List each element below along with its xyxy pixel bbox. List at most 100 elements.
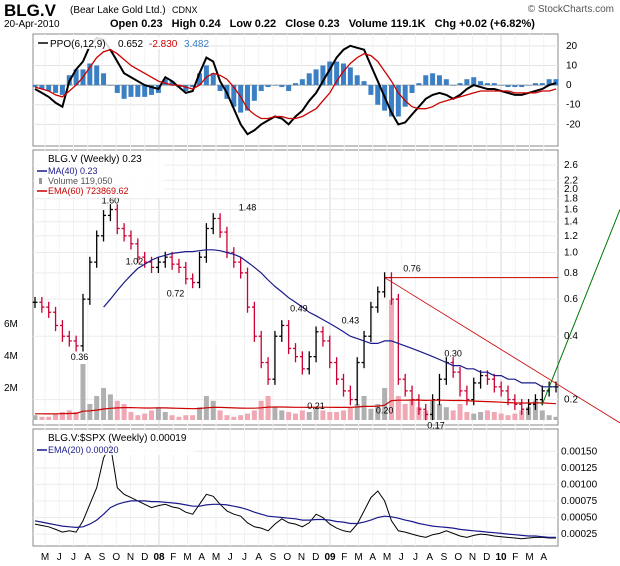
volume-bar [519,410,525,420]
month-label: M [383,552,391,563]
price-bar [210,213,216,235]
ppo-histogram-bar [210,73,216,86]
price-bar [340,373,346,397]
price-bar [505,385,511,406]
month-label: A [426,552,433,563]
month-label: 10 [495,552,507,563]
downtrend-line [384,277,620,424]
month-label: A [540,552,547,563]
volume-bar [197,407,203,420]
volume-bar [293,413,298,420]
price-bar [238,256,244,279]
ppo-histogram-bar [142,85,148,97]
month-label: S [270,552,277,563]
volume-tick-label: 4M [4,351,18,362]
month-label: D [483,552,490,563]
volume-bar [443,407,449,420]
price-title: BLG.V (Weekly) 0.23 [48,154,142,165]
volume-bar [224,415,230,420]
volume-bar [464,412,470,420]
ppo-histogram-bar [512,85,518,88]
ppo-histogram-bar [128,85,134,97]
month-label: A [84,552,91,563]
ma40-legend: MA(40) 0.23 [48,166,98,176]
ratio-grid [33,450,558,535]
price-annotation: 0.30 [444,349,462,359]
price-bar [135,238,141,263]
ppo-histogram-bar [121,85,127,99]
ppo-histogram-bar [299,79,305,86]
price-tick-label: 1.4 [564,217,578,228]
price-bar [286,320,292,355]
ppo-histogram-bar [347,67,353,86]
ppo-value: 0.652 [118,39,143,50]
price-bar [258,330,264,369]
volume-bar [388,300,394,420]
price-bar [539,385,545,406]
ppo-histogram-bar [313,69,319,86]
volume-tick-label: 2M [4,383,18,394]
price-bar [39,296,45,313]
ppo-histogram-bar [532,83,538,86]
volume-bar [39,416,45,420]
volume-bar [491,412,497,420]
month-label: N [298,552,305,563]
volume-bar [258,400,264,420]
ratio-tick-label: 0.00075 [561,496,598,507]
ppo-histogram-bar [94,65,100,86]
ppo-histogram-bar [539,83,545,86]
month-label: N [127,552,134,563]
price-bars [32,204,559,421]
ratio-ema20-line [34,500,556,539]
exchange-name: CDNX [172,5,198,15]
volume-bar [368,408,374,420]
volume-bar [32,415,38,420]
price-bar [32,296,38,308]
month-label: S [441,552,448,563]
ppo-histogram-bar [286,85,292,91]
volume-legend: Volume 119,050 [48,176,112,186]
price-bar [368,301,374,342]
price-bar [80,293,86,352]
price-bar [114,204,120,235]
chart-header: BLG.V (Bear Lake Gold Ltd.) CDNX © Stock… [0,0,620,34]
price-bar [53,306,59,332]
volume-bar [238,415,244,420]
ppo-histogram-bar [526,85,532,86]
ppo-histogram-bar [169,81,175,86]
ppo-signal-value: -2.830 [149,39,178,50]
volume-bar [265,396,271,420]
ppo-histogram-bar [402,85,408,107]
ppo-histogram-bar [361,81,367,86]
ppo-histogram-bar [238,85,244,113]
volume-bar [484,410,490,420]
price-annotation: 0.43 [342,316,360,326]
ppo-histogram-bar [505,85,511,88]
volume-bar [155,407,161,420]
volume-bar [512,413,518,420]
ppo-tick-label: -20 [566,119,581,130]
close-label: Close [285,18,316,30]
volume-bar [53,413,59,420]
price-bar [197,251,203,289]
volume-bar [87,404,93,420]
price-bar [169,251,175,270]
month-label: N [469,552,476,563]
ema20-legend: EMA(20) 0.00020 [48,445,119,455]
price-bar [121,223,127,242]
month-label: A [255,552,262,563]
price-bar [519,398,525,415]
price-bar [231,247,237,268]
price-bar [293,343,298,363]
price-panel-frame [32,149,559,426]
month-label: O [454,552,462,563]
price-tick-label: 2.0 [564,184,578,195]
change-label: Chg [434,18,457,30]
month-label: J [399,552,404,563]
price-bar [532,394,538,410]
volume-bar [306,412,312,420]
price-bar [94,230,100,268]
ppo-histogram-bar [368,85,374,95]
price-bar [450,357,456,378]
price-bar [498,381,504,397]
